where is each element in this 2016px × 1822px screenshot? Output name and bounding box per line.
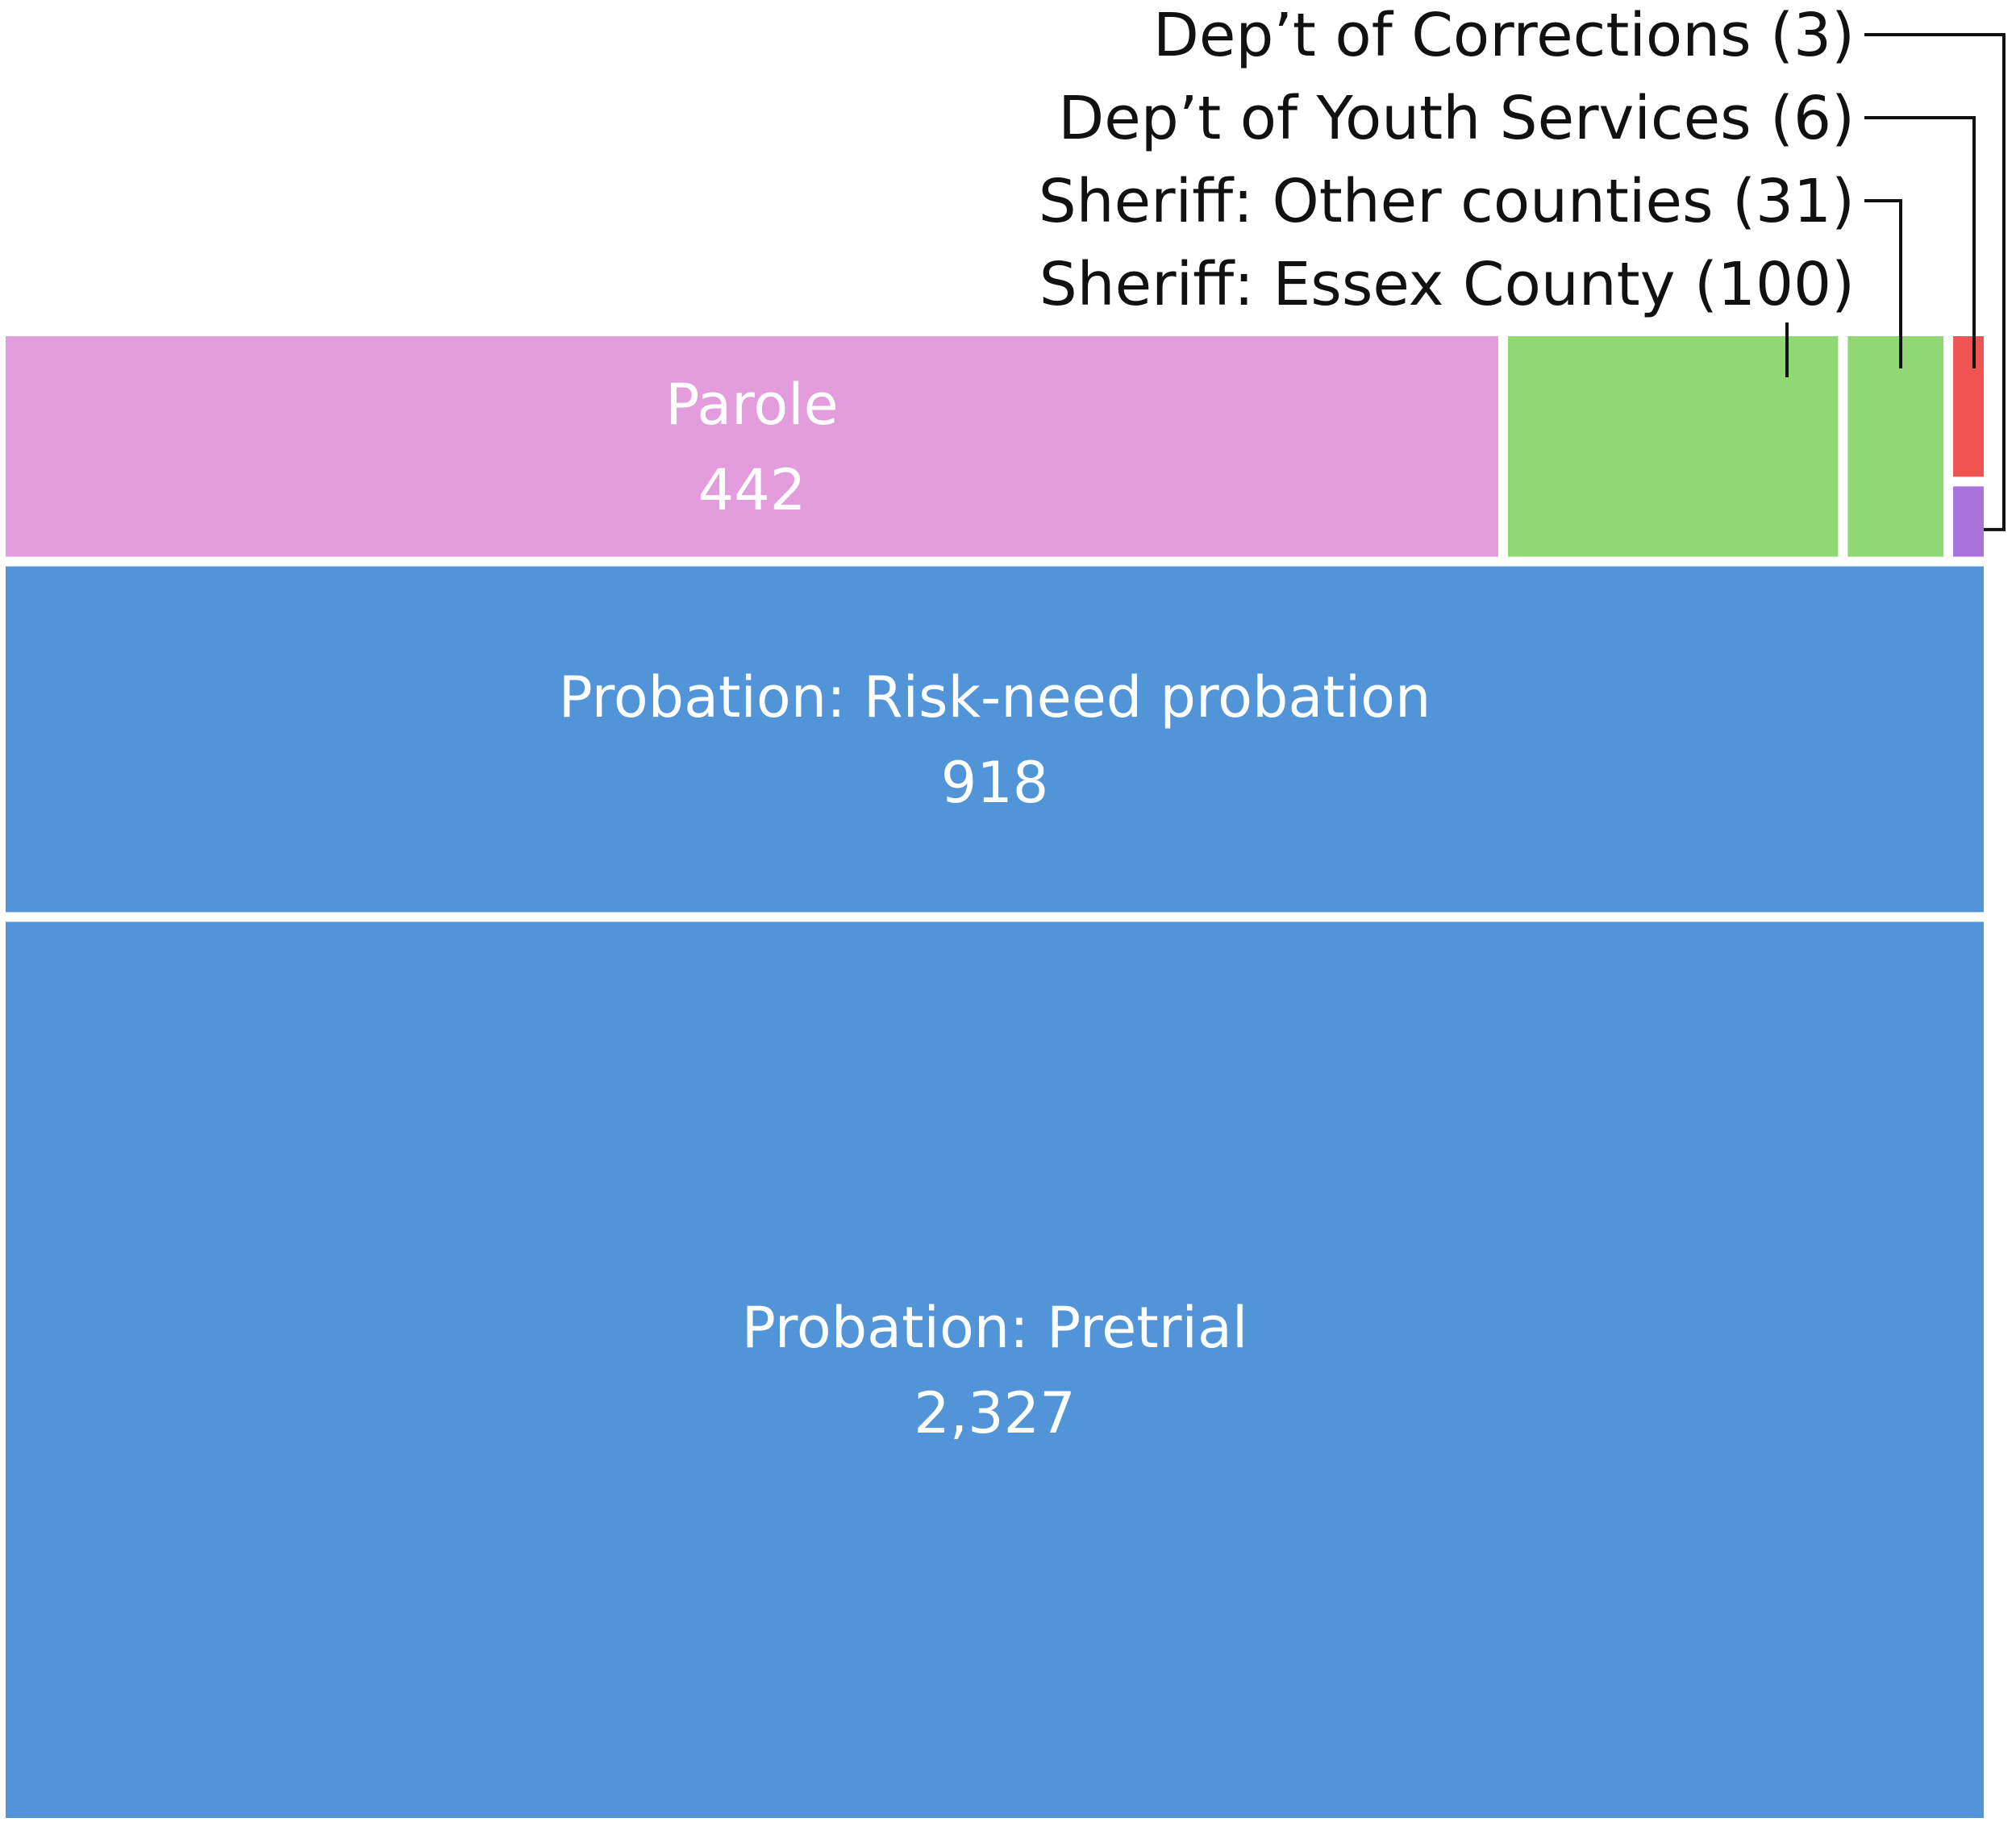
callout-label-dep-t-of-corrections: Dep’t of Corrections (3) — [1153, 1, 1855, 70]
treemap-cell-dep-t-of-youth-services — [1953, 336, 1984, 477]
callout-leader-dep-t-of-corrections — [1864, 33, 2006, 531]
treemap-cell-sheriff-other-counties — [1847, 336, 1944, 557]
cell-label-probation-pretrial: Probation: Pretrial — [742, 1295, 1248, 1361]
cell-value-parole: 442 — [698, 457, 806, 523]
treemap-cell-sheriff-essex-county — [1507, 336, 1839, 557]
cell-label-probation-risk-need-probation: Probation: Risk-need probation — [559, 664, 1431, 730]
callout-label-dep-t-of-youth-services: Dep’t of Youth Services (6) — [1058, 84, 1855, 153]
treemap-cell-probation-pretrial — [6, 921, 1984, 1818]
callout-leader-sheriff-other-counties — [1864, 199, 1902, 368]
treemap-cell-probation-risk-need-probation — [6, 566, 1984, 913]
treemap-cell-parole — [6, 336, 1498, 557]
callout-label-sheriff-essex-county: Sheriff: Essex County (100) — [1039, 250, 1855, 319]
cell-value-probation-pretrial: 2,327 — [914, 1380, 1075, 1446]
callout-label-sheriff-other-counties: Sheriff: Other counties (31) — [1039, 167, 1855, 236]
treemap-cell-dep-t-of-corrections — [1953, 486, 1984, 557]
cell-label-parole: Parole — [665, 372, 839, 438]
callout-leader-dep-t-of-youth-services — [1864, 116, 1976, 368]
cell-value-probation-risk-need-probation: 918 — [941, 750, 1049, 816]
